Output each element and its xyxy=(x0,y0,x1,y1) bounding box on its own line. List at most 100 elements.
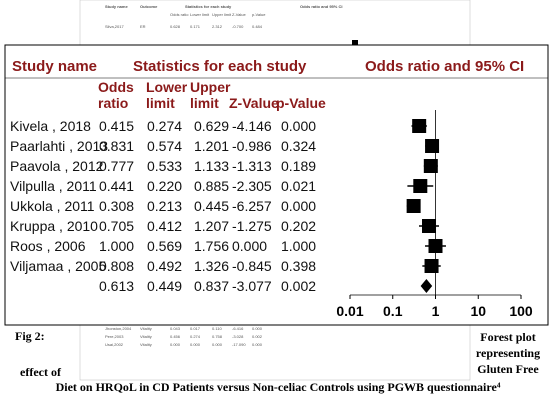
bg-cell: 0.017 xyxy=(190,326,201,331)
cell: 1.133 xyxy=(194,158,229,174)
bg-cell: -6.416 xyxy=(232,326,244,331)
column-header: limit xyxy=(190,95,219,111)
cell: -0.986 xyxy=(232,138,272,154)
cell: Roos , 2006 xyxy=(10,238,86,254)
cell: 0.000 xyxy=(281,118,316,134)
odds-square xyxy=(425,139,440,153)
cell: 0.398 xyxy=(281,258,316,274)
cell: 0.441 xyxy=(99,178,134,194)
bg-cell: 2.312 xyxy=(212,24,223,29)
tick-label: 100 xyxy=(509,303,533,319)
cell: 0.837 xyxy=(194,278,229,294)
cell: 0.569 xyxy=(147,238,182,254)
cell: 0.885 xyxy=(194,178,229,194)
cell: 0.002 xyxy=(281,278,316,294)
bg-cell: 0.171 xyxy=(190,24,201,29)
bg-cell: -0.700 xyxy=(232,24,244,29)
cell: 0.308 xyxy=(99,198,134,214)
cell: 0.445 xyxy=(194,198,229,214)
cell: 1.000 xyxy=(99,238,134,254)
bg-cell: ER xyxy=(140,24,146,29)
bg-cell: Pere,2003 xyxy=(105,334,124,339)
column-header: limit xyxy=(146,95,175,111)
cell: 0.808 xyxy=(99,258,134,274)
bg-square xyxy=(352,40,358,45)
cell: 0.021 xyxy=(281,178,316,194)
column-header: ratio xyxy=(98,95,128,111)
caption: effect of xyxy=(20,365,62,379)
odds-square xyxy=(424,259,439,273)
cell: 1.756 xyxy=(194,238,229,254)
cell: 0.412 xyxy=(147,218,182,234)
bg-cell: 0.628 xyxy=(170,24,181,29)
bg-cell: 0.000 xyxy=(212,342,223,347)
odds-square xyxy=(422,219,437,233)
plot-header: Odds ratio and 95% CI xyxy=(365,58,524,75)
bg-cell: 0.758 xyxy=(212,334,223,339)
tick-label: 0.01 xyxy=(336,303,363,319)
tick-label: 1 xyxy=(432,303,440,319)
cell: 1.201 xyxy=(194,138,229,154)
bg-subheader: p-Value xyxy=(252,12,266,17)
cell: 0.777 xyxy=(99,158,134,174)
bg-header: Statistics for each study xyxy=(185,4,232,9)
cell: Paavola , 2012 xyxy=(10,158,104,174)
cell: 1.000 xyxy=(281,238,316,254)
bg-subheader: Upper limit xyxy=(212,12,232,17)
caption: representing xyxy=(476,346,540,360)
bg-cell: 0.484 xyxy=(252,24,263,29)
cell: -4.146 xyxy=(232,118,272,134)
cell: 0.533 xyxy=(147,158,182,174)
cell: 0.629 xyxy=(194,118,229,134)
bg-cell: 0.000 xyxy=(252,326,263,331)
tick-label: 0.1 xyxy=(383,303,403,319)
cell: 0.000 xyxy=(232,238,267,254)
cell: 0.415 xyxy=(99,118,134,134)
bg-cell: Vitality xyxy=(140,326,152,331)
column-header: Lower xyxy=(146,79,188,95)
caption: Diet on HRQoL in CD Patients versus Non-… xyxy=(56,380,501,394)
bg-cell: Vitality xyxy=(140,342,152,347)
cell: 0.220 xyxy=(147,178,182,194)
cell: 0.000 xyxy=(281,198,316,214)
caption: Fig 2: xyxy=(15,329,45,343)
cell: 1.326 xyxy=(194,258,229,274)
bg-subheader: Lower limit xyxy=(190,12,210,17)
zoom-box xyxy=(4,44,549,326)
cell: 0.831 xyxy=(99,138,134,154)
bg-header: Study name xyxy=(105,4,128,9)
column-header: Upper xyxy=(190,79,231,95)
tick-label: 10 xyxy=(470,303,486,319)
cell: 0.189 xyxy=(281,158,316,174)
cell: 0.274 xyxy=(147,118,182,134)
cell: 0.202 xyxy=(281,218,316,234)
column-header: p-Value xyxy=(276,95,326,111)
bg-header: Odds ratio and 95% CI xyxy=(300,4,342,9)
cell: 0.213 xyxy=(147,198,182,214)
column-header: Odds xyxy=(98,79,134,95)
cell: Ukkola , 2011 xyxy=(10,198,95,214)
bg-cell: 0.000 xyxy=(252,342,263,347)
column-header: Z-Value xyxy=(229,95,279,111)
cell: -2.305 xyxy=(232,178,272,194)
bg-cell: 0.002 xyxy=(252,334,263,339)
bg-cell: 0.000 xyxy=(190,342,201,347)
bg-cell: -17.090 xyxy=(232,342,246,347)
bg-cell: 0.274 xyxy=(190,334,201,339)
bg-cell: Silva,2017 xyxy=(105,24,124,29)
cell: Vilpulla , 2011 xyxy=(10,178,97,194)
cell: 0.492 xyxy=(147,258,182,274)
bg-subheader: Z-Value xyxy=(232,12,246,17)
bg-cell: -3.028 xyxy=(232,334,244,339)
cell: 0.449 xyxy=(147,278,182,294)
caption: Gluten Free xyxy=(477,362,539,376)
cell: Kivela , 2018 xyxy=(10,118,91,134)
summary-diamond xyxy=(420,279,433,293)
odds-square xyxy=(406,199,421,213)
cell: 0.613 xyxy=(99,278,134,294)
cell: -3.077 xyxy=(232,278,272,294)
cell: 0.324 xyxy=(281,138,316,154)
odds-square xyxy=(423,159,438,173)
odds-square xyxy=(413,179,428,193)
cell: Paarlahti , 2013 xyxy=(10,138,108,154)
